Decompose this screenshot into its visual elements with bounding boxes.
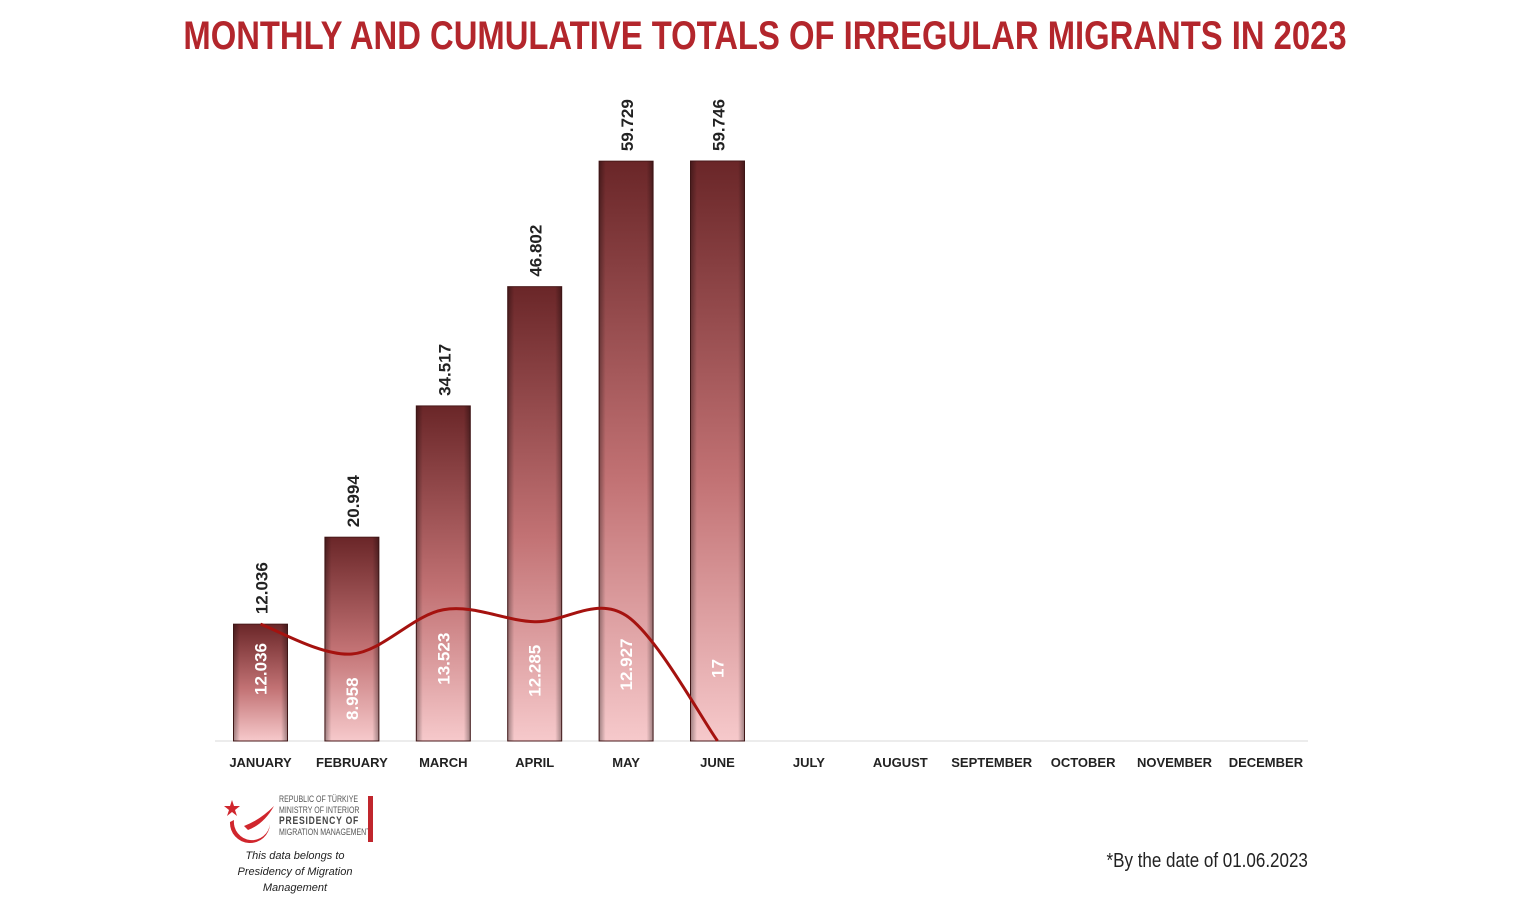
bar-bevel bbox=[599, 161, 654, 741]
x-tick-label: MAY bbox=[612, 755, 640, 770]
date-footnote: *By the date of 01.06.2023 bbox=[1106, 850, 1308, 872]
line-value-label: 13.523 bbox=[434, 633, 453, 685]
x-tick-label: FEBRUARY bbox=[316, 755, 388, 770]
bar-value-label: 12.036 bbox=[253, 562, 272, 614]
chart-title: MONTHLY AND CUMULATIVE TOTALS OF IRREGUL… bbox=[183, 14, 1347, 58]
x-tick-label: AUGUST bbox=[873, 755, 928, 770]
x-tick-label: JANUARY bbox=[229, 755, 292, 770]
x-tick-label: NOVEMBER bbox=[1137, 755, 1213, 770]
x-tick-label: JUNE bbox=[700, 755, 735, 770]
bar-bevel bbox=[233, 624, 288, 741]
bar-bevel bbox=[690, 161, 745, 741]
x-tick-label: DECEMBER bbox=[1229, 755, 1304, 770]
line-value-label: 12.036 bbox=[252, 643, 271, 695]
x-tick-label: APRIL bbox=[515, 755, 554, 770]
x-tick-label: SEPTEMBER bbox=[951, 755, 1033, 770]
crescent-star-logo-icon bbox=[224, 800, 274, 844]
x-tick-label: JULY bbox=[793, 755, 825, 770]
bar-bevel bbox=[416, 405, 471, 741]
bar-value-label: 59.746 bbox=[710, 99, 729, 151]
bar-bevel bbox=[507, 286, 562, 741]
monthly-line bbox=[260, 606, 719, 742]
line-value-label: 8.958 bbox=[343, 677, 362, 720]
bar-value-label: 34.517 bbox=[435, 344, 454, 396]
logo-divider bbox=[368, 796, 373, 842]
x-tick-label: MARCH bbox=[419, 755, 467, 770]
bar-bevel bbox=[324, 537, 379, 741]
x-tick-label: OCTOBER bbox=[1051, 755, 1116, 770]
logo-text: REPUBLIC OF TÜRKIYE MINISTRY OF INTERIOR… bbox=[279, 794, 371, 837]
bar-value-label: 46.802 bbox=[527, 225, 546, 277]
bar-value-label: 59.729 bbox=[618, 99, 637, 151]
logo-block: REPUBLIC OF TÜRKIYE MINISTRY OF INTERIOR… bbox=[220, 792, 390, 894]
line-value-label: 12.927 bbox=[617, 639, 636, 691]
line-value-label: 17 bbox=[709, 659, 728, 678]
line-value-label: 12.285 bbox=[526, 645, 545, 697]
data-source-note: This data belongs to Presidency of Migra… bbox=[237, 850, 353, 894]
bar-line-chart: JANUARY 12.036 12.036 FEBRUARY 20.994 8.958 MA… bbox=[215, 99, 1308, 770]
bar-value-label: 20.994 bbox=[344, 475, 363, 528]
